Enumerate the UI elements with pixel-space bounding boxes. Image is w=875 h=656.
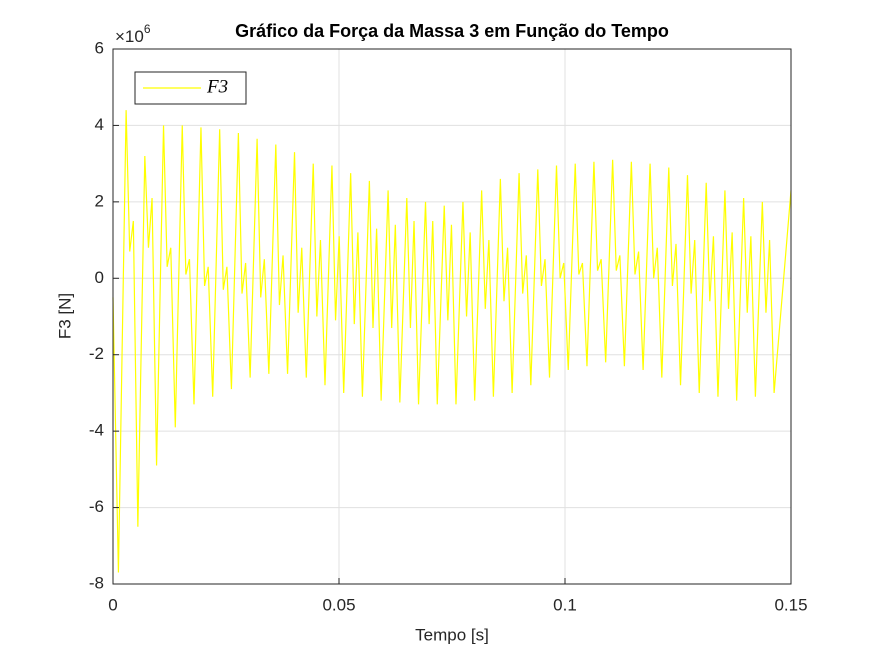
legend-label: F3	[206, 76, 228, 97]
y-tick-label: -8	[89, 573, 104, 592]
y-tick-label: 2	[95, 191, 104, 210]
x-axis-label: Tempo [s]	[415, 625, 489, 644]
y-tick-label: 6	[95, 38, 104, 57]
x-tick-label: 0	[108, 595, 117, 614]
y-tick-label: -6	[89, 497, 104, 516]
y-scale-label: ×106	[115, 22, 151, 46]
x-tick-label: 0.1	[553, 595, 577, 614]
plot-lines	[112, 110, 792, 573]
y-tick-label: 4	[95, 115, 104, 134]
data-line	[112, 110, 792, 573]
scale-base: ×10	[115, 27, 144, 46]
chart-title: Gráfico da Força da Massa 3 em Função do…	[235, 21, 669, 41]
scale-exponent: 6	[144, 22, 151, 36]
ticks: -8 -6 -4 -2 0 2 4 6 0 0.05 0.1 0.15	[89, 38, 808, 614]
y-tick-label: -4	[89, 421, 104, 440]
y-tick-label: -2	[89, 344, 104, 363]
y-axis-label: F3 [N]	[55, 293, 74, 339]
x-tick-label: 0.05	[322, 595, 355, 614]
x-tick-label: 0.15	[774, 595, 807, 614]
legend: F3	[134, 71, 247, 105]
axes-box	[112, 48, 792, 585]
y-tick-label: 0	[95, 268, 104, 287]
